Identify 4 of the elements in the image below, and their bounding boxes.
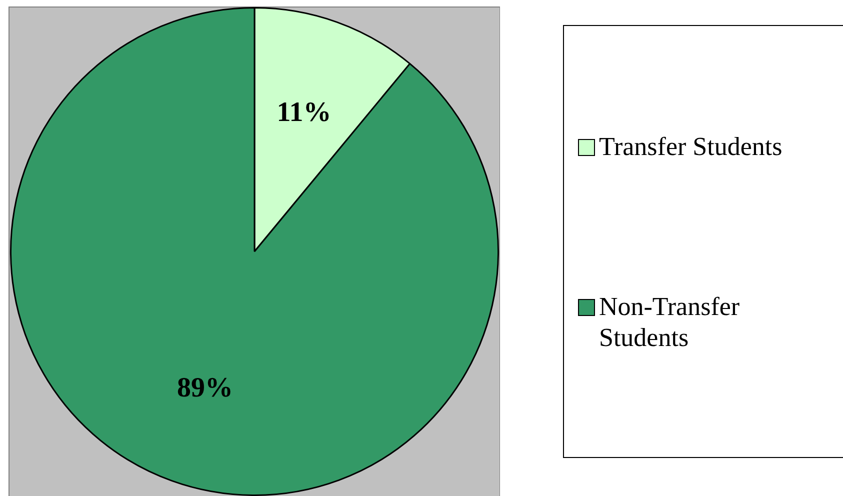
data-label: 11% — [276, 97, 332, 128]
data-label: 89% — [176, 372, 233, 404]
legend-label: Non-Transfer Students — [599, 290, 741, 352]
legend-label: Transfer Students — [599, 130, 782, 162]
